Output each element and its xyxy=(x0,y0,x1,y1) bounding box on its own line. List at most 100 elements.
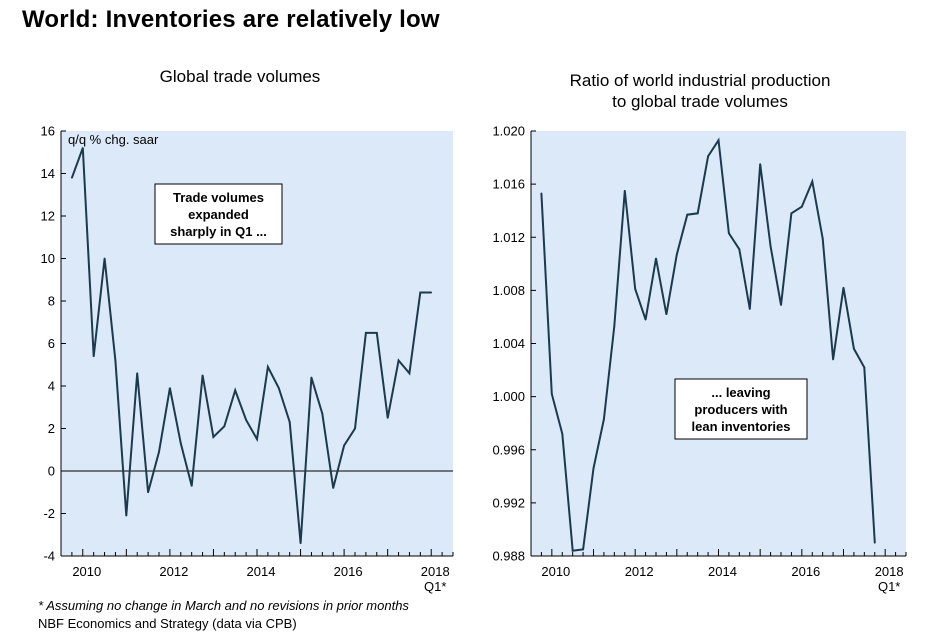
left-y-tick-label: 4 xyxy=(48,379,55,394)
left-annotation-line: expanded xyxy=(188,207,249,222)
left-data-point xyxy=(92,355,95,358)
right-x-tick-label: 2010 xyxy=(541,564,570,579)
left-y-tick-label: 8 xyxy=(48,294,55,309)
footnote-assumption: * Assuming no change in March and no rev… xyxy=(38,598,409,613)
right-y-tick-label: 1.012 xyxy=(492,230,525,245)
right-y-tick-label: 0.996 xyxy=(492,442,525,457)
left-chart-title: Global trade volumes xyxy=(159,67,321,86)
right-chart-title-line-2: to global trade volumes xyxy=(612,92,788,111)
left-data-point xyxy=(168,387,171,390)
left-data-point xyxy=(408,372,411,375)
right-x-tick-label: 2012 xyxy=(625,564,654,579)
left-data-point xyxy=(419,291,422,294)
right-data-point xyxy=(842,286,845,289)
right-data-point xyxy=(717,139,720,142)
left-x-tick-sublabel: Q1* xyxy=(424,579,446,594)
right-chart: 0.988 0.992 0.996 1.000 1.004 1.008 1.012 1.016… xyxy=(492,124,907,594)
right-data-point xyxy=(748,308,751,310)
right-data-point xyxy=(550,393,553,395)
left-data-point xyxy=(430,291,433,294)
left-data-point xyxy=(354,427,356,430)
left-data-point xyxy=(223,425,226,428)
right-data-point xyxy=(561,432,564,435)
left-x-tick-label: 2010 xyxy=(72,564,101,579)
right-y-tick-label: 1.000 xyxy=(492,389,525,404)
left-annotation-box xyxy=(154,183,283,245)
right-annotation-line: ... leaving xyxy=(711,385,770,400)
right-data-point xyxy=(873,541,876,544)
right-data-point xyxy=(790,212,793,215)
right-data-point xyxy=(571,549,574,552)
right-y-tick-label: 1.004 xyxy=(492,336,525,351)
right-data-point xyxy=(665,313,668,316)
left-data-point xyxy=(147,491,150,494)
left-data-point xyxy=(201,374,204,377)
right-data-point xyxy=(769,245,772,248)
left-data-point xyxy=(212,436,215,438)
right-data-point xyxy=(780,304,782,306)
right-data-point xyxy=(540,192,543,195)
left-data-point xyxy=(256,438,258,441)
left-data-point xyxy=(343,444,346,447)
left-data-point xyxy=(136,372,139,375)
right-data-point xyxy=(800,205,803,208)
left-x-tick-label: 2018 xyxy=(421,564,450,579)
left-data-point xyxy=(179,442,182,445)
right-y-tick-label: 1.020 xyxy=(492,124,525,139)
left-data-point xyxy=(245,419,248,421)
left-data-point xyxy=(332,487,335,489)
right-data-point xyxy=(613,325,616,328)
right-y-tick-label: 0.988 xyxy=(492,549,525,564)
left-data-point xyxy=(310,376,313,379)
right-chart-title: Ratio of world industrial production to … xyxy=(470,70,930,112)
left-x-tick-label: 2016 xyxy=(334,564,363,579)
left-data-point xyxy=(114,359,117,362)
left-y-tick-label: -2 xyxy=(43,506,55,521)
right-data-point xyxy=(623,189,626,192)
left-y-unit-label: q/q % chg. saar xyxy=(68,132,159,147)
left-annotation-line: sharply in Q1 ... xyxy=(170,224,267,239)
left-data-point xyxy=(190,484,193,487)
left-data-point xyxy=(375,331,378,334)
left-y-tick-label: 2 xyxy=(48,421,55,436)
right-data-point xyxy=(582,548,584,551)
left-data-point xyxy=(70,176,73,179)
right-annotation-box xyxy=(674,378,808,440)
right-data-point xyxy=(832,358,834,361)
right-plot-area xyxy=(531,131,906,556)
left-data-point xyxy=(125,514,128,517)
right-data-point xyxy=(853,347,855,350)
left-y-tick-label: 0 xyxy=(48,464,55,479)
right-x-tick-label: 2016 xyxy=(791,564,820,579)
left-y-tick-label: 6 xyxy=(48,336,55,351)
right-data-point xyxy=(738,248,741,251)
right-data-point xyxy=(821,237,824,240)
right-data-point xyxy=(592,467,595,470)
right-data-point xyxy=(644,318,647,321)
right-data-point xyxy=(728,232,730,235)
right-data-point xyxy=(603,418,605,421)
right-data-point xyxy=(655,257,657,260)
footnote-source: NBF Economics and Strategy (data via CPB… xyxy=(38,616,297,631)
right-x-tick-sublabel: Q1* xyxy=(878,579,900,594)
left-x-tick-label: 2014 xyxy=(247,564,276,579)
left-x-tick-label: 2012 xyxy=(159,564,188,579)
right-data-point xyxy=(634,288,637,290)
left-y-tick-label: 10 xyxy=(41,251,55,266)
left-data-point xyxy=(299,542,302,545)
right-y-tick-label: 1.016 xyxy=(492,177,525,192)
right-annotation-line: producers with xyxy=(694,402,787,417)
right-x-tick-label: 2014 xyxy=(708,564,737,579)
left-data-point xyxy=(386,416,389,419)
left-data-point xyxy=(103,257,106,260)
right-data-point xyxy=(675,253,678,256)
right-chart-title-line-1: Ratio of world industrial production xyxy=(569,71,831,90)
right-annotation-line: lean inventories xyxy=(692,419,791,434)
left-data-point xyxy=(364,331,367,334)
left-data-point xyxy=(277,387,280,390)
left-y-tick-label: 14 xyxy=(41,166,55,181)
right-x-tick-label: 2018 xyxy=(875,564,904,579)
left-annotation-line: Trade volumes xyxy=(173,190,264,205)
left-y-tick-label: -4 xyxy=(43,549,55,564)
